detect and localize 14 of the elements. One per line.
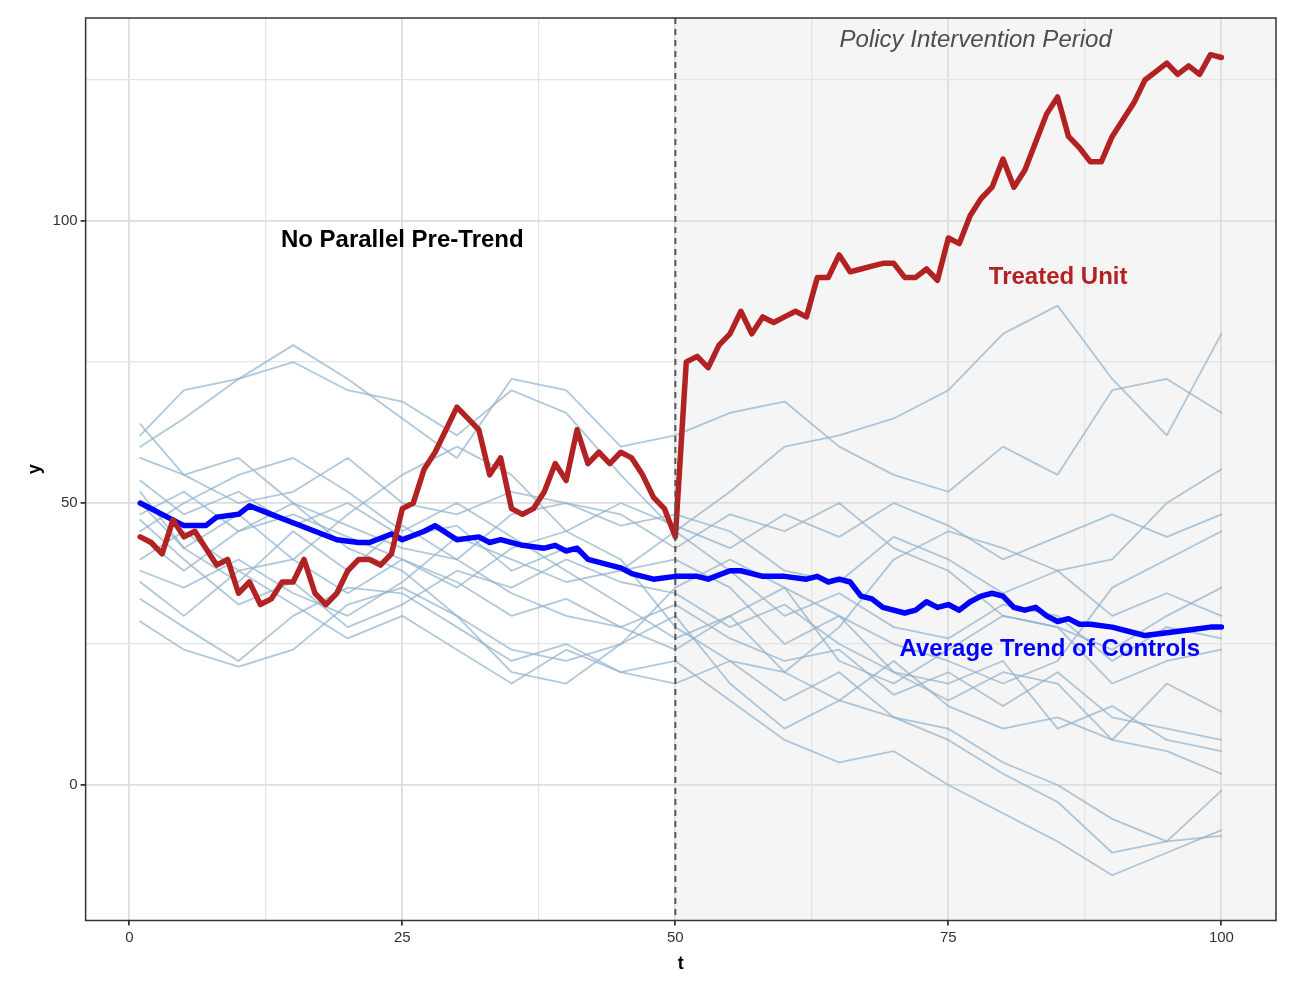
band-label: Policy Intervention Period	[839, 24, 1113, 52]
x-tick-label: 50	[667, 927, 684, 945]
x-tick-label: 25	[393, 927, 411, 945]
y-tick-label: 50	[60, 493, 78, 511]
x-tick-label: 100	[1208, 927, 1234, 945]
series-label: Average Trend of Controls	[899, 634, 1201, 662]
series-label: Treated Unit	[988, 261, 1128, 289]
x-axis-title: t	[677, 953, 684, 974]
x-tick-label: 75	[940, 927, 957, 945]
y-tick-label: 100	[52, 211, 78, 229]
y-axis-title: y	[23, 464, 44, 475]
y-tick-label: 0	[69, 775, 78, 793]
annotation: No Parallel Pre-Trend	[280, 224, 524, 252]
x-tick-label: 0	[125, 927, 134, 945]
